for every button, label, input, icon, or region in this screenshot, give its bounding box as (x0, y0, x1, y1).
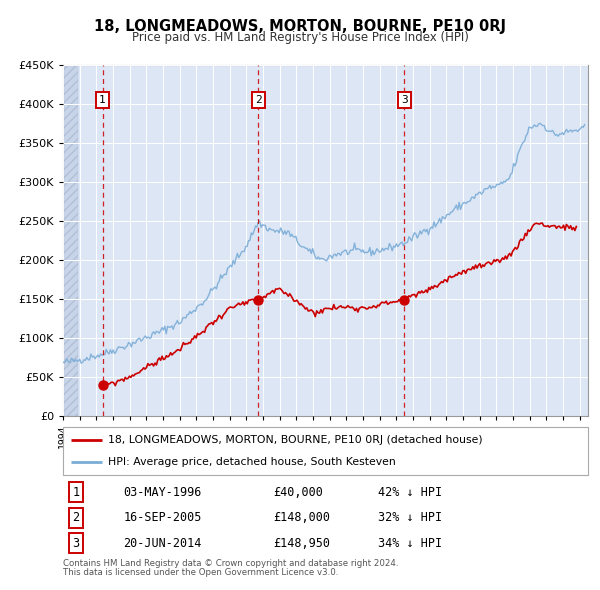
Text: 3: 3 (73, 537, 80, 550)
Text: £148,950: £148,950 (273, 537, 330, 550)
Text: 1: 1 (73, 486, 80, 499)
Text: 20-JUN-2014: 20-JUN-2014 (124, 537, 202, 550)
Bar (63, 65, 78, 416)
Text: 3: 3 (401, 95, 407, 105)
Text: 2: 2 (255, 95, 262, 105)
Text: 16-SEP-2005: 16-SEP-2005 (124, 511, 202, 525)
Text: £148,000: £148,000 (273, 511, 330, 525)
Text: This data is licensed under the Open Government Licence v3.0.: This data is licensed under the Open Gov… (63, 568, 338, 577)
Text: 2: 2 (73, 511, 80, 525)
FancyBboxPatch shape (63, 427, 588, 475)
Text: 34% ↓ HPI: 34% ↓ HPI (378, 537, 442, 550)
Text: £40,000: £40,000 (273, 486, 323, 499)
Text: 32% ↓ HPI: 32% ↓ HPI (378, 511, 442, 525)
Text: 03-MAY-1996: 03-MAY-1996 (124, 486, 202, 499)
Bar (63, 65, 78, 416)
Text: 42% ↓ HPI: 42% ↓ HPI (378, 486, 442, 499)
Text: 18, LONGMEADOWS, MORTON, BOURNE, PE10 0RJ: 18, LONGMEADOWS, MORTON, BOURNE, PE10 0R… (94, 19, 506, 34)
Text: Contains HM Land Registry data © Crown copyright and database right 2024.: Contains HM Land Registry data © Crown c… (63, 559, 398, 568)
Text: 1: 1 (99, 95, 106, 105)
Text: 18, LONGMEADOWS, MORTON, BOURNE, PE10 0RJ (detached house): 18, LONGMEADOWS, MORTON, BOURNE, PE10 0R… (107, 435, 482, 445)
Text: HPI: Average price, detached house, South Kesteven: HPI: Average price, detached house, Sout… (107, 457, 395, 467)
Text: Price paid vs. HM Land Registry's House Price Index (HPI): Price paid vs. HM Land Registry's House … (131, 31, 469, 44)
